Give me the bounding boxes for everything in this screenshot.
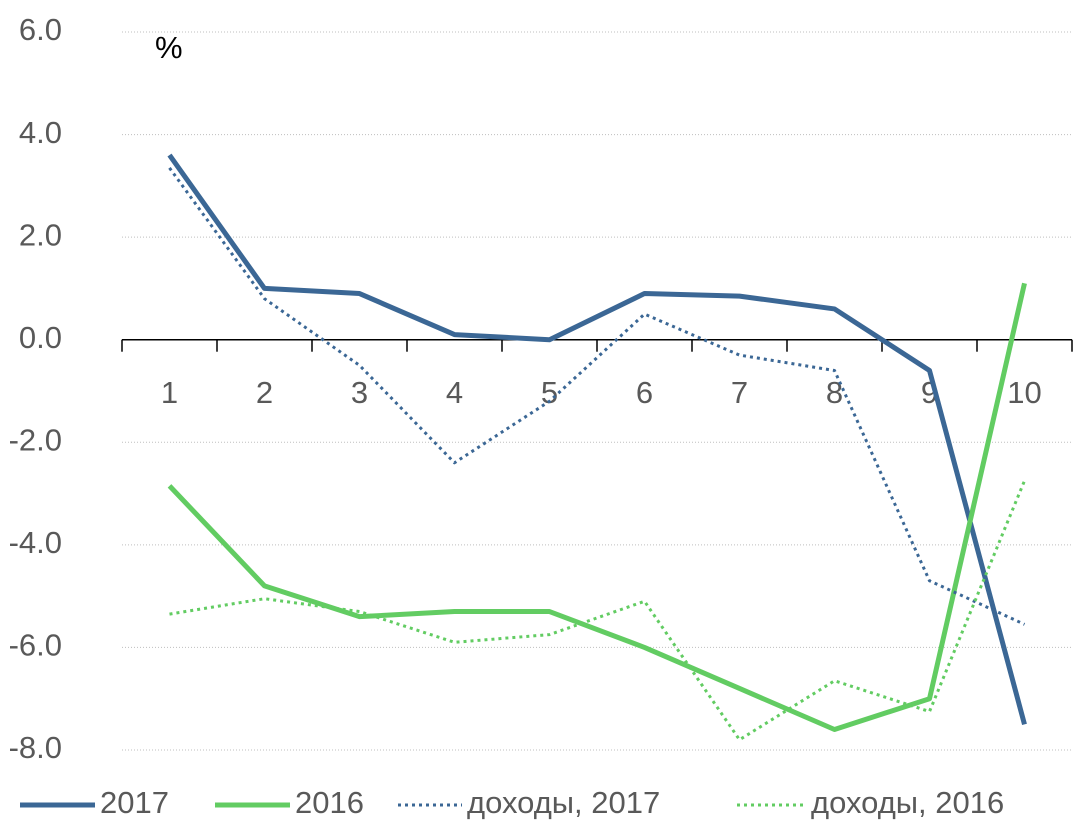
y-tick-label: 4.0 <box>19 115 62 150</box>
x-tick-label: 8 <box>826 375 843 410</box>
y-tick-label: 2.0 <box>19 217 62 252</box>
y-tick-label: 6.0 <box>19 12 62 47</box>
series-line <box>167 153 1027 726</box>
legend-label: доходы, 2016 <box>811 785 1004 820</box>
legend-label: доходы, 2017 <box>467 785 660 820</box>
x-tick-label: 1 <box>161 375 178 410</box>
x-tick-label: 4 <box>446 375 463 410</box>
y-tick-label: -4.0 <box>9 525 62 560</box>
series-line <box>167 282 1027 732</box>
y-tick-label: 0.0 <box>19 320 62 355</box>
x-tick-label: 5 <box>541 375 558 410</box>
x-tick-label: 3 <box>351 375 368 410</box>
x-tick-label: 10 <box>1007 375 1041 410</box>
x-tick-label: 2 <box>256 375 273 410</box>
y-tick-label: -2.0 <box>9 422 62 457</box>
legend-label: 2016 <box>295 785 364 820</box>
x-tick-label: 6 <box>636 375 653 410</box>
y-tick-label: -8.0 <box>9 730 62 765</box>
legend-label: 2017 <box>100 785 169 820</box>
series-line <box>169 480 1026 742</box>
series-line <box>168 167 1026 626</box>
x-tick-label: 7 <box>731 375 748 410</box>
y-tick-label: -6.0 <box>9 628 62 663</box>
unit-annotation: % <box>155 30 183 65</box>
